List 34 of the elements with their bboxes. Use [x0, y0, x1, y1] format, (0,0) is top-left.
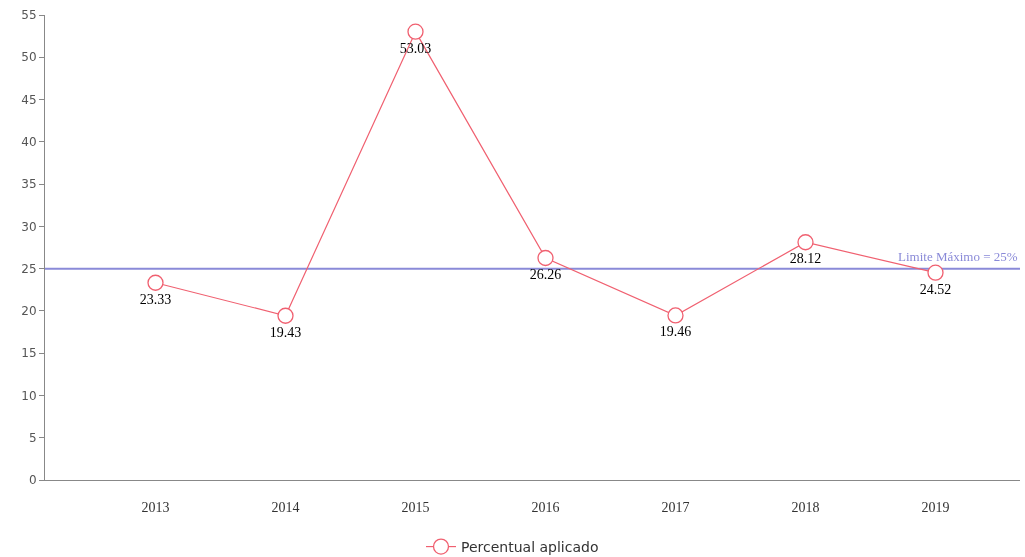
- y-tick-label: 35: [21, 177, 37, 192]
- x-tick-label: 2014: [271, 499, 300, 515]
- point: [407, 23, 424, 40]
- x-tick-label: 2015: [401, 499, 430, 515]
- x-tick-label: 2017: [661, 499, 690, 515]
- y-tick-label: 45: [21, 92, 37, 107]
- x-tick-label: 2018: [791, 499, 820, 515]
- point: [927, 264, 944, 281]
- data-label: 19.46: [659, 324, 692, 340]
- y-tick-label: 50: [21, 50, 37, 65]
- data-label: 23.33: [139, 291, 172, 307]
- y-tick-label: 0: [28, 473, 37, 488]
- point: [667, 307, 684, 324]
- point: [277, 307, 294, 324]
- data-label: 28.12: [789, 251, 822, 267]
- y-tick-label: 5: [28, 430, 37, 445]
- x-tick-label: 2016: [531, 499, 560, 515]
- x-tick-label: 2013: [141, 499, 170, 515]
- y-tick-label: 20: [21, 304, 37, 319]
- y-tick-label: 40: [21, 135, 37, 150]
- point: [537, 249, 554, 267]
- x-tick-label: 2019: [921, 499, 950, 515]
- y-tick-label: 15: [21, 346, 37, 361]
- y-tick-label: 30: [21, 219, 37, 234]
- legend-label: Percentual aplicado: [461, 539, 599, 556]
- data-label: 26.26: [529, 266, 562, 282]
- point: [147, 274, 164, 291]
- point: [797, 234, 814, 251]
- data-label: 19.43: [269, 324, 302, 340]
- data-label: 24.52: [919, 281, 952, 297]
- y-tick-label: 55: [21, 8, 37, 23]
- ref-line-label: Limite Máximo = 25%: [898, 249, 1018, 264]
- y-tick-label: 10: [21, 388, 37, 403]
- y-tick-label: 25: [21, 261, 37, 276]
